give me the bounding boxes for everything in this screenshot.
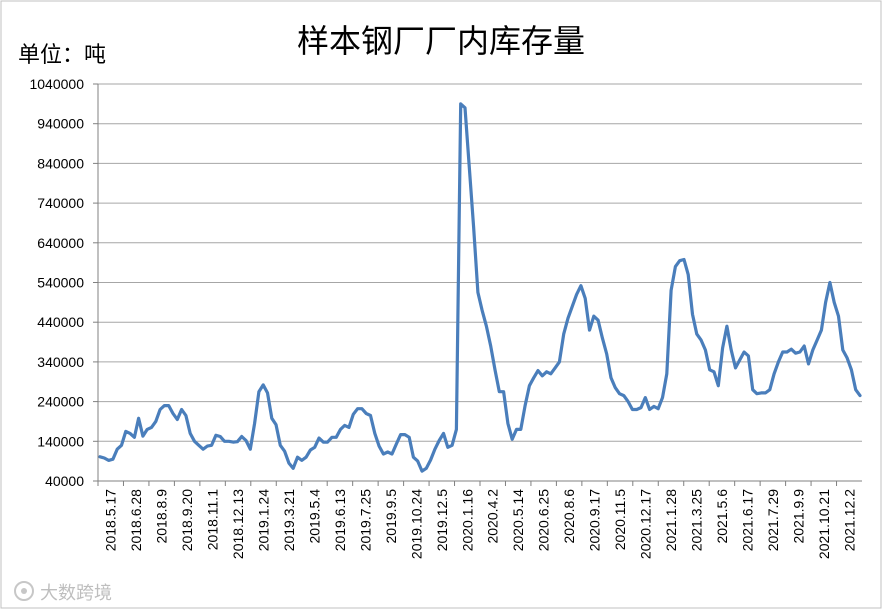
x-tick-label: 2021.12.2 <box>841 489 857 551</box>
y-tick-label: 40000 <box>45 473 84 489</box>
x-tick-label: 2020.1.16 <box>459 489 475 551</box>
y-tick-label: 740000 <box>37 195 84 211</box>
series-layer <box>98 102 862 473</box>
axes <box>93 83 862 486</box>
x-tick-label: 2021.7.29 <box>765 489 781 551</box>
x-tick-label: 2018.6.28 <box>128 489 144 551</box>
watermark-logo-icon <box>14 581 34 601</box>
x-tick-label: 2021.6.17 <box>739 489 755 551</box>
x-tick-label: 2021.3.25 <box>688 489 704 551</box>
unit-label: 单位：吨 <box>18 42 106 67</box>
x-tick-label: 2019.10.24 <box>408 489 424 559</box>
x-tick-label: 2021.10.21 <box>816 489 832 559</box>
y-tick-label: 340000 <box>37 354 84 370</box>
x-tick-label: 2020.5.14 <box>510 489 526 551</box>
x-tick-label: 2020.11.5 <box>612 489 628 550</box>
y-tick-label: 1040000 <box>29 76 84 92</box>
y-tick-label: 640000 <box>37 235 84 251</box>
y-tick-label: 440000 <box>37 314 84 330</box>
watermark-logo-dot-icon <box>21 588 27 594</box>
x-tick-label: 2019.6.13 <box>332 489 348 551</box>
y-tick-label: 140000 <box>37 433 84 449</box>
x-tick-label: 2021.1.28 <box>663 489 679 551</box>
x-tick-label: 2021.5.6 <box>714 489 730 544</box>
x-tick-label: 2019.12.5 <box>434 489 450 551</box>
x-tick-label: 2020.12.17 <box>638 489 654 559</box>
x-tick-label: 2018.12.13 <box>230 489 246 559</box>
watermark-text: 大数跨境 <box>40 583 112 603</box>
x-tick-label: 2020.4.2 <box>485 489 501 544</box>
x-tick-label: 2019.9.5 <box>383 489 399 544</box>
series-line <box>98 102 862 473</box>
x-tick-label: 2018.9.20 <box>179 489 195 551</box>
y-tick-labels: 40000 140000 240000 340000 440000 540000 64000… <box>29 76 84 489</box>
y-tick-label: 540000 <box>37 275 84 291</box>
x-tick-label: 2018.8.9 <box>154 489 170 544</box>
x-tick-label: 2018.5.17 <box>103 489 119 551</box>
x-tick-label: 2019.7.25 <box>357 489 373 551</box>
y-tick-label: 840000 <box>37 155 84 171</box>
x-tick-label: 2021.9.9 <box>790 489 806 544</box>
x-tick-label: 2019.5.4 <box>306 489 322 544</box>
y-tick-label: 240000 <box>37 394 84 410</box>
x-tick-label: 2020.9.17 <box>587 489 603 551</box>
x-tick-labels: 2018.5.17 2018.6.28 2018.8.9 2018.9.20 2018.… <box>103 489 858 559</box>
watermark: 大数跨境 <box>14 581 112 603</box>
chart-title: 样本钢厂厂内库存量 <box>297 22 585 60</box>
y-tick-label: 940000 <box>37 116 84 132</box>
x-tick-label: 2020.8.6 <box>561 489 577 544</box>
x-tick-label: 2020.6.25 <box>536 489 552 551</box>
x-tick-label: 2019.3.21 <box>281 489 297 551</box>
x-tick-label: 2018.11.1 <box>205 489 221 550</box>
x-tick-label: 2019.1.24 <box>256 489 272 551</box>
